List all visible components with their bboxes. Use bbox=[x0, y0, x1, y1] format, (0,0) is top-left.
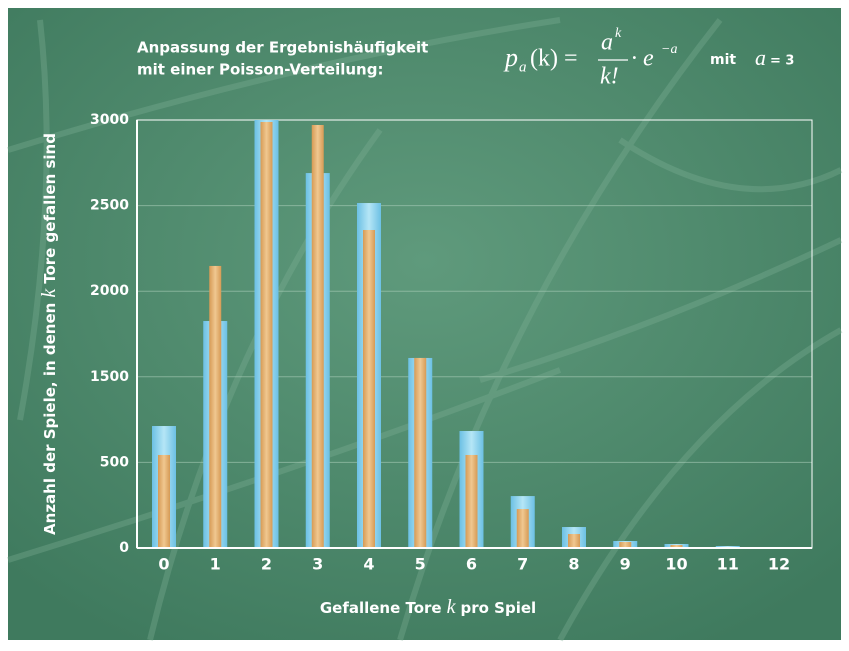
formula-part: −a bbox=[661, 42, 677, 57]
y-tick-label: 0 bbox=[119, 540, 129, 556]
x-tick-label: 5 bbox=[415, 555, 426, 574]
title-line: mit einer Poisson-Verteilung: bbox=[137, 61, 383, 79]
y-tick-label: 3000 bbox=[90, 112, 129, 128]
formula-part: a bbox=[519, 59, 527, 75]
title-line: Anpassung der Ergebnishäufigkeit bbox=[137, 39, 428, 57]
bar bbox=[466, 455, 478, 548]
bar bbox=[158, 455, 170, 548]
x-tick-label: 9 bbox=[620, 555, 631, 574]
x-tick-label: 6 bbox=[466, 555, 477, 574]
x-tick-label: 10 bbox=[665, 555, 687, 574]
formula-part: (k) = bbox=[530, 46, 578, 72]
x-tick-label: 12 bbox=[768, 555, 790, 574]
formula-part: = 3 bbox=[770, 54, 794, 69]
bar bbox=[517, 509, 529, 548]
x-tick-label: 1 bbox=[210, 555, 221, 574]
y-axis-label: Anzahl der Spiele, in denen k Tore gefalle… bbox=[38, 133, 60, 535]
formula-part: p bbox=[503, 43, 518, 72]
bar bbox=[209, 266, 221, 548]
x-tick-label: 11 bbox=[717, 555, 739, 574]
x-tick-label: 0 bbox=[158, 555, 169, 574]
x-label-part: Gefallene Tore bbox=[320, 599, 442, 617]
y-label-part: k bbox=[38, 288, 60, 298]
formula-part: mit bbox=[710, 52, 736, 68]
y-tick-label: 500 bbox=[100, 454, 129, 470]
x-tick-label: 7 bbox=[517, 555, 528, 574]
bar bbox=[312, 125, 324, 548]
x-label-part: k bbox=[447, 596, 457, 618]
y-label-part: Anzahl der Spiele, in denen bbox=[41, 303, 59, 535]
formula-part: · e bbox=[631, 46, 654, 72]
formula-part: k bbox=[615, 26, 622, 41]
y-tick-label: 2000 bbox=[90, 283, 129, 299]
x-tick-label: 3 bbox=[312, 555, 323, 574]
bar bbox=[363, 230, 375, 548]
y-tick-label: 2500 bbox=[90, 198, 129, 214]
x-tick-label: 2 bbox=[261, 555, 272, 574]
chart: Anpassung der Ergebnishäufigkeit mit ein… bbox=[0, 0, 849, 647]
formula-part: a bbox=[755, 45, 766, 70]
bar bbox=[414, 358, 426, 548]
x-tick-label: 4 bbox=[363, 555, 374, 574]
bar bbox=[261, 122, 273, 548]
x-label-part: pro Spiel bbox=[461, 599, 537, 617]
y-tick-label: 1500 bbox=[90, 369, 129, 385]
bar bbox=[568, 534, 580, 548]
page: Anpassung der Ergebnishäufigkeit mit ein… bbox=[0, 0, 849, 647]
x-tick-label: 8 bbox=[568, 555, 579, 574]
y-label-part: Tore gefallen sind bbox=[41, 133, 59, 284]
formula-part: a bbox=[601, 30, 613, 56]
formula-part: k! bbox=[600, 64, 619, 90]
